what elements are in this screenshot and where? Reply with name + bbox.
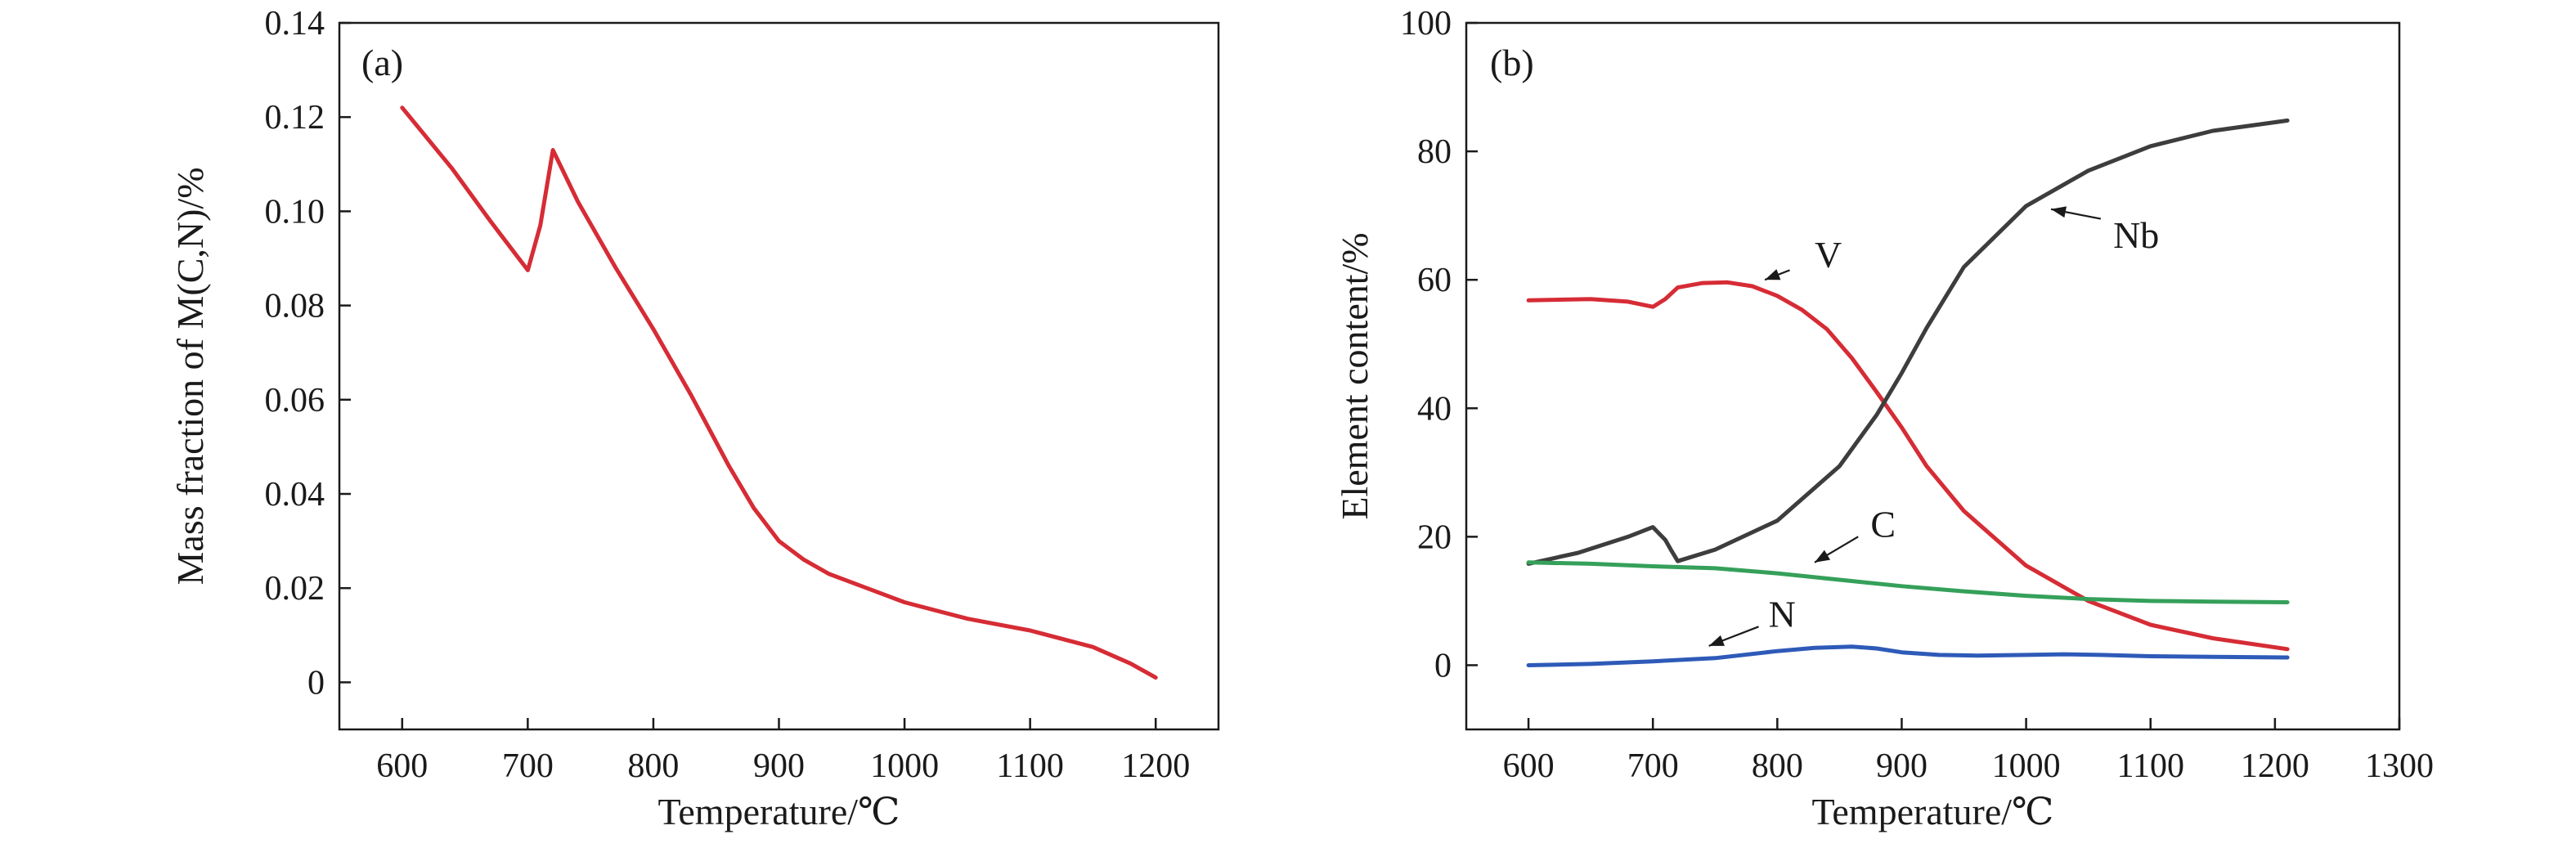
chart-a-y-tick-label: 0 bbox=[307, 664, 325, 702]
chart-b-series-label-v: V bbox=[1815, 234, 1842, 276]
chart-a-y-tick-label: 0.10 bbox=[265, 193, 325, 231]
chart-a-panel-label: (a) bbox=[361, 42, 403, 83]
chart-b-series-label-n: N bbox=[1769, 594, 1796, 635]
chart-b-series-line-c bbox=[1526, 560, 2290, 604]
chart-b-series-line-n bbox=[1526, 644, 2290, 667]
chart-a-y-axis-title: Mass fraction of M(C,N)/% bbox=[169, 167, 211, 585]
chart-b-series-line-nb bbox=[1526, 118, 2290, 566]
chart-b-series-line-v bbox=[1526, 280, 2290, 652]
chart-a-plot-frame bbox=[338, 21, 1220, 731]
chart-b-annotation-arrowhead bbox=[2051, 206, 2067, 218]
chart-a-x-axis-title: Temperature/℃ bbox=[658, 791, 900, 832]
chart-b-annotation-arrowhead bbox=[1708, 635, 1725, 646]
chart-a-x-tick-label: 1200 bbox=[1121, 747, 1190, 785]
chart-b-y-tick-label: 0 bbox=[1434, 647, 1452, 684]
chart-b-y-tick-label: 100 bbox=[1400, 5, 1452, 43]
chart-b-x-tick-label: 700 bbox=[1627, 747, 1679, 785]
chart-a-y-tick-label: 0.04 bbox=[265, 476, 325, 514]
chart-b-y-tick-label: 40 bbox=[1417, 390, 1452, 428]
chart-b-series-label-c: C bbox=[1870, 504, 1896, 545]
chart-b-annotation-arrowhead bbox=[1765, 269, 1781, 280]
chart-b-x-tick-label: 900 bbox=[1876, 747, 1928, 785]
chart-a-y-tick-label: 0.06 bbox=[265, 382, 325, 420]
chart-a-x-tick-label: 900 bbox=[753, 747, 805, 785]
chart-a-y-tick-label: 0.02 bbox=[265, 570, 325, 608]
chart-a-x-tick-label: 1000 bbox=[870, 747, 939, 785]
chart-a-y-tick-label: 0.08 bbox=[265, 288, 325, 325]
chart-b-x-tick-label: 600 bbox=[1503, 747, 1555, 785]
chart-a-x-tick-label: 800 bbox=[627, 747, 679, 785]
chart-b-x-axis-title: Temperature/℃ bbox=[1812, 791, 2054, 832]
chart-b-series-label-nb: Nb bbox=[2113, 214, 2159, 256]
chart-b-x-tick-label: 1300 bbox=[2365, 747, 2434, 785]
chart-b-y-tick-label: 20 bbox=[1417, 518, 1452, 556]
chart-b-x-tick-label: 1100 bbox=[2117, 747, 2184, 785]
chart-a-x-tick-label: 1100 bbox=[996, 747, 1063, 785]
chart-b-panel-label: (b) bbox=[1490, 42, 1534, 83]
chart-a-series-line-mass-fraction bbox=[400, 105, 1158, 680]
chart-b-annotation-arrowhead bbox=[1814, 550, 1831, 563]
chart-a-x-tick-label: 700 bbox=[502, 747, 554, 785]
chart-panel-b: 600 700 800 900 1000 1100 1200 1300 0 20 40 60 80 100… bbox=[1334, 5, 2434, 832]
chart-a-x-tick-label: 600 bbox=[376, 747, 428, 785]
chart-b-plot-frame bbox=[1465, 21, 2401, 731]
chart-b-y-tick-label: 60 bbox=[1417, 262, 1452, 299]
chart-b-y-axis-title: Element content/% bbox=[1334, 232, 1376, 519]
chart-a-y-tick-label: 0.14 bbox=[265, 5, 325, 43]
chart-b-x-tick-label: 800 bbox=[1752, 747, 1803, 785]
chart-b-y-tick-label: 80 bbox=[1417, 133, 1452, 171]
chart-b-x-tick-label: 1200 bbox=[2241, 747, 2309, 785]
chart-b-x-tick-label: 1000 bbox=[1992, 747, 2061, 785]
chart-a-y-tick-label: 0.12 bbox=[265, 99, 325, 137]
chart-panel-a: 600 700 800 900 1000 1100 1200 0 0.02 0.04 0.06 0.0… bbox=[169, 5, 1220, 832]
